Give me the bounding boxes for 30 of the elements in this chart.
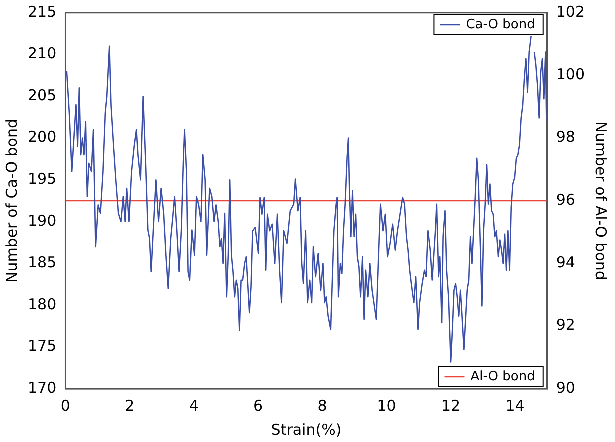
y-tick-label: 205 bbox=[28, 86, 57, 104]
y2-tick-label: 94 bbox=[556, 254, 576, 272]
y-tick-label: 185 bbox=[28, 254, 57, 272]
y-tick-label: 190 bbox=[28, 212, 57, 230]
y2-tick-label: 102 bbox=[556, 2, 586, 21]
legend-label: Ca-O bond bbox=[466, 17, 536, 32]
y-tick-label: 175 bbox=[28, 337, 57, 356]
x-tick-label: 0 bbox=[60, 396, 70, 415]
x-tick-label: 12 bbox=[441, 396, 461, 415]
y2-tick-label: 98 bbox=[556, 128, 576, 146]
y-tick-label: 170 bbox=[28, 378, 57, 397]
x-axis-title: Strain(%) bbox=[271, 420, 342, 439]
x-tick-label: 4 bbox=[189, 396, 199, 415]
y-tick-label: 210 bbox=[28, 44, 57, 63]
x-tick-label: 14 bbox=[506, 396, 525, 415]
y-tick-label: 195 bbox=[28, 170, 57, 188]
y2-tick-label: 100 bbox=[556, 66, 586, 84]
x-tick-label: 6 bbox=[254, 396, 264, 415]
y-tick-label: 180 bbox=[28, 295, 57, 314]
y-axis-title: Number of Ca-O bond bbox=[2, 118, 21, 284]
legend-label: Al-O bond bbox=[470, 369, 536, 384]
x-tick-label: 2 bbox=[125, 396, 135, 415]
y2-tick-label: 96 bbox=[556, 190, 576, 209]
y-tick-label: 215 bbox=[28, 2, 57, 21]
y2-tick-label: 90 bbox=[556, 378, 576, 397]
x-tick-label: 8 bbox=[318, 396, 328, 415]
y2-tick-label: 92 bbox=[556, 316, 576, 334]
y2-axis-title: Number of Al-O bond bbox=[592, 122, 610, 280]
x-tick-label: 10 bbox=[377, 396, 396, 415]
y-tick-label: 200 bbox=[28, 128, 57, 146]
